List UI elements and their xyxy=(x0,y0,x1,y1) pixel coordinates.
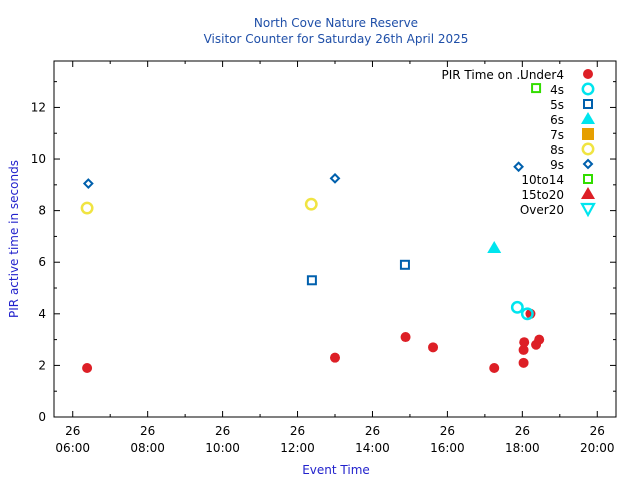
legend-marker-7s xyxy=(582,128,594,140)
data-point-8s xyxy=(304,197,318,211)
data-point-under4 xyxy=(428,342,439,353)
data-point-4s xyxy=(520,307,534,321)
plot-area-frame xyxy=(53,60,617,418)
data-points xyxy=(80,83,545,373)
legend-marker-5s xyxy=(583,99,593,109)
data-point-under4 xyxy=(82,362,93,373)
y-tick-label: 2 xyxy=(38,358,46,372)
data-point-8s xyxy=(80,201,94,215)
legend-label-7s: 7s xyxy=(550,128,564,142)
legend-label-5s: 5s xyxy=(550,98,564,112)
y-tick-label: 6 xyxy=(38,255,46,269)
legend-label-6s: 6s xyxy=(550,113,564,127)
data-point-4s xyxy=(510,300,524,314)
legend-marker-4s xyxy=(581,82,595,96)
x-tick-time-label: 18:00 xyxy=(505,441,540,455)
y-tick-label: 12 xyxy=(31,100,46,114)
legend-label-over20: Over20 xyxy=(520,203,564,217)
legend-marker-15to20 xyxy=(581,187,595,199)
x-tick-time-label: 20:00 xyxy=(580,441,615,455)
data-point-under4 xyxy=(330,352,340,363)
legend-marker-6s xyxy=(581,112,595,124)
x-tick-day-label: 26 xyxy=(215,424,230,438)
legend-label-9s: 9s xyxy=(550,158,564,172)
y-tick-label: 0 xyxy=(38,410,46,424)
chart-title: North Cove Nature Reserve xyxy=(254,16,418,30)
data-point-10to14 xyxy=(531,83,542,94)
legend-marker-under4 xyxy=(583,69,593,79)
legend-label-4s: 4s xyxy=(550,83,564,97)
legend-label-10to14: 10to14 xyxy=(521,173,564,187)
y-axis-label: PIR active time in seconds xyxy=(7,160,21,318)
x-tick-day-label: 26 xyxy=(140,424,155,438)
x-tick-time-label: 08:00 xyxy=(130,441,165,455)
legend-title: PIR Time on .. xyxy=(442,68,525,82)
x-tick-day-label: 26 xyxy=(515,424,530,438)
legend-label-under4: Under4 xyxy=(520,68,564,82)
data-point-9s xyxy=(513,161,525,173)
data-point-6s xyxy=(487,241,502,254)
data-point-under4 xyxy=(400,332,411,343)
data-point-9s xyxy=(82,178,94,189)
x-axis-label: Event Time xyxy=(302,463,370,477)
legend: PIR Time on .. Under44s5s6s7s8s9s10to141… xyxy=(442,68,596,218)
chart-subtitle: Visitor Counter for Saturday 26th April … xyxy=(204,32,469,46)
data-point-5s xyxy=(399,259,410,270)
x-tick-time-label: 16:00 xyxy=(430,441,465,455)
legend-marker-8s xyxy=(581,142,595,156)
x-tick-time-label: 10:00 xyxy=(205,441,240,455)
data-point-9s xyxy=(329,172,341,184)
y-tick-label: 10 xyxy=(31,152,46,166)
x-tick-day-label: 26 xyxy=(365,424,380,438)
legend-label-8s: 8s xyxy=(550,143,564,157)
data-point-under4 xyxy=(534,334,545,345)
data-point-under4 xyxy=(518,357,529,368)
y-axis: 0 2 4 6 8 10 12 xyxy=(31,81,616,424)
x-tick-time-label: 14:00 xyxy=(355,441,390,455)
data-point-5s xyxy=(306,275,317,286)
x-axis: 26 06:00 26 08:00 26 10:00 26 12:00 26 14:00 26 16:… xyxy=(55,61,615,455)
x-tick-day-label: 26 xyxy=(440,424,455,438)
y-tick-label: 8 xyxy=(38,204,46,218)
x-tick-day-label: 26 xyxy=(65,424,80,438)
data-point-under4 xyxy=(518,344,529,355)
legend-marker-10to14 xyxy=(583,174,593,184)
x-tick-time-label: 12:00 xyxy=(280,441,315,455)
x-tick-day-label: 26 xyxy=(290,424,305,438)
legend-label-15to20: 15to20 xyxy=(521,188,564,202)
y-tick-label: 4 xyxy=(38,307,46,321)
x-tick-day-label: 26 xyxy=(590,424,605,438)
legend-marker-over20 xyxy=(580,202,596,218)
legend-marker-9s xyxy=(582,158,594,170)
data-point-under4 xyxy=(489,362,500,373)
data-point-under4 xyxy=(519,337,530,348)
x-tick-time-label: 06:00 xyxy=(55,441,90,455)
